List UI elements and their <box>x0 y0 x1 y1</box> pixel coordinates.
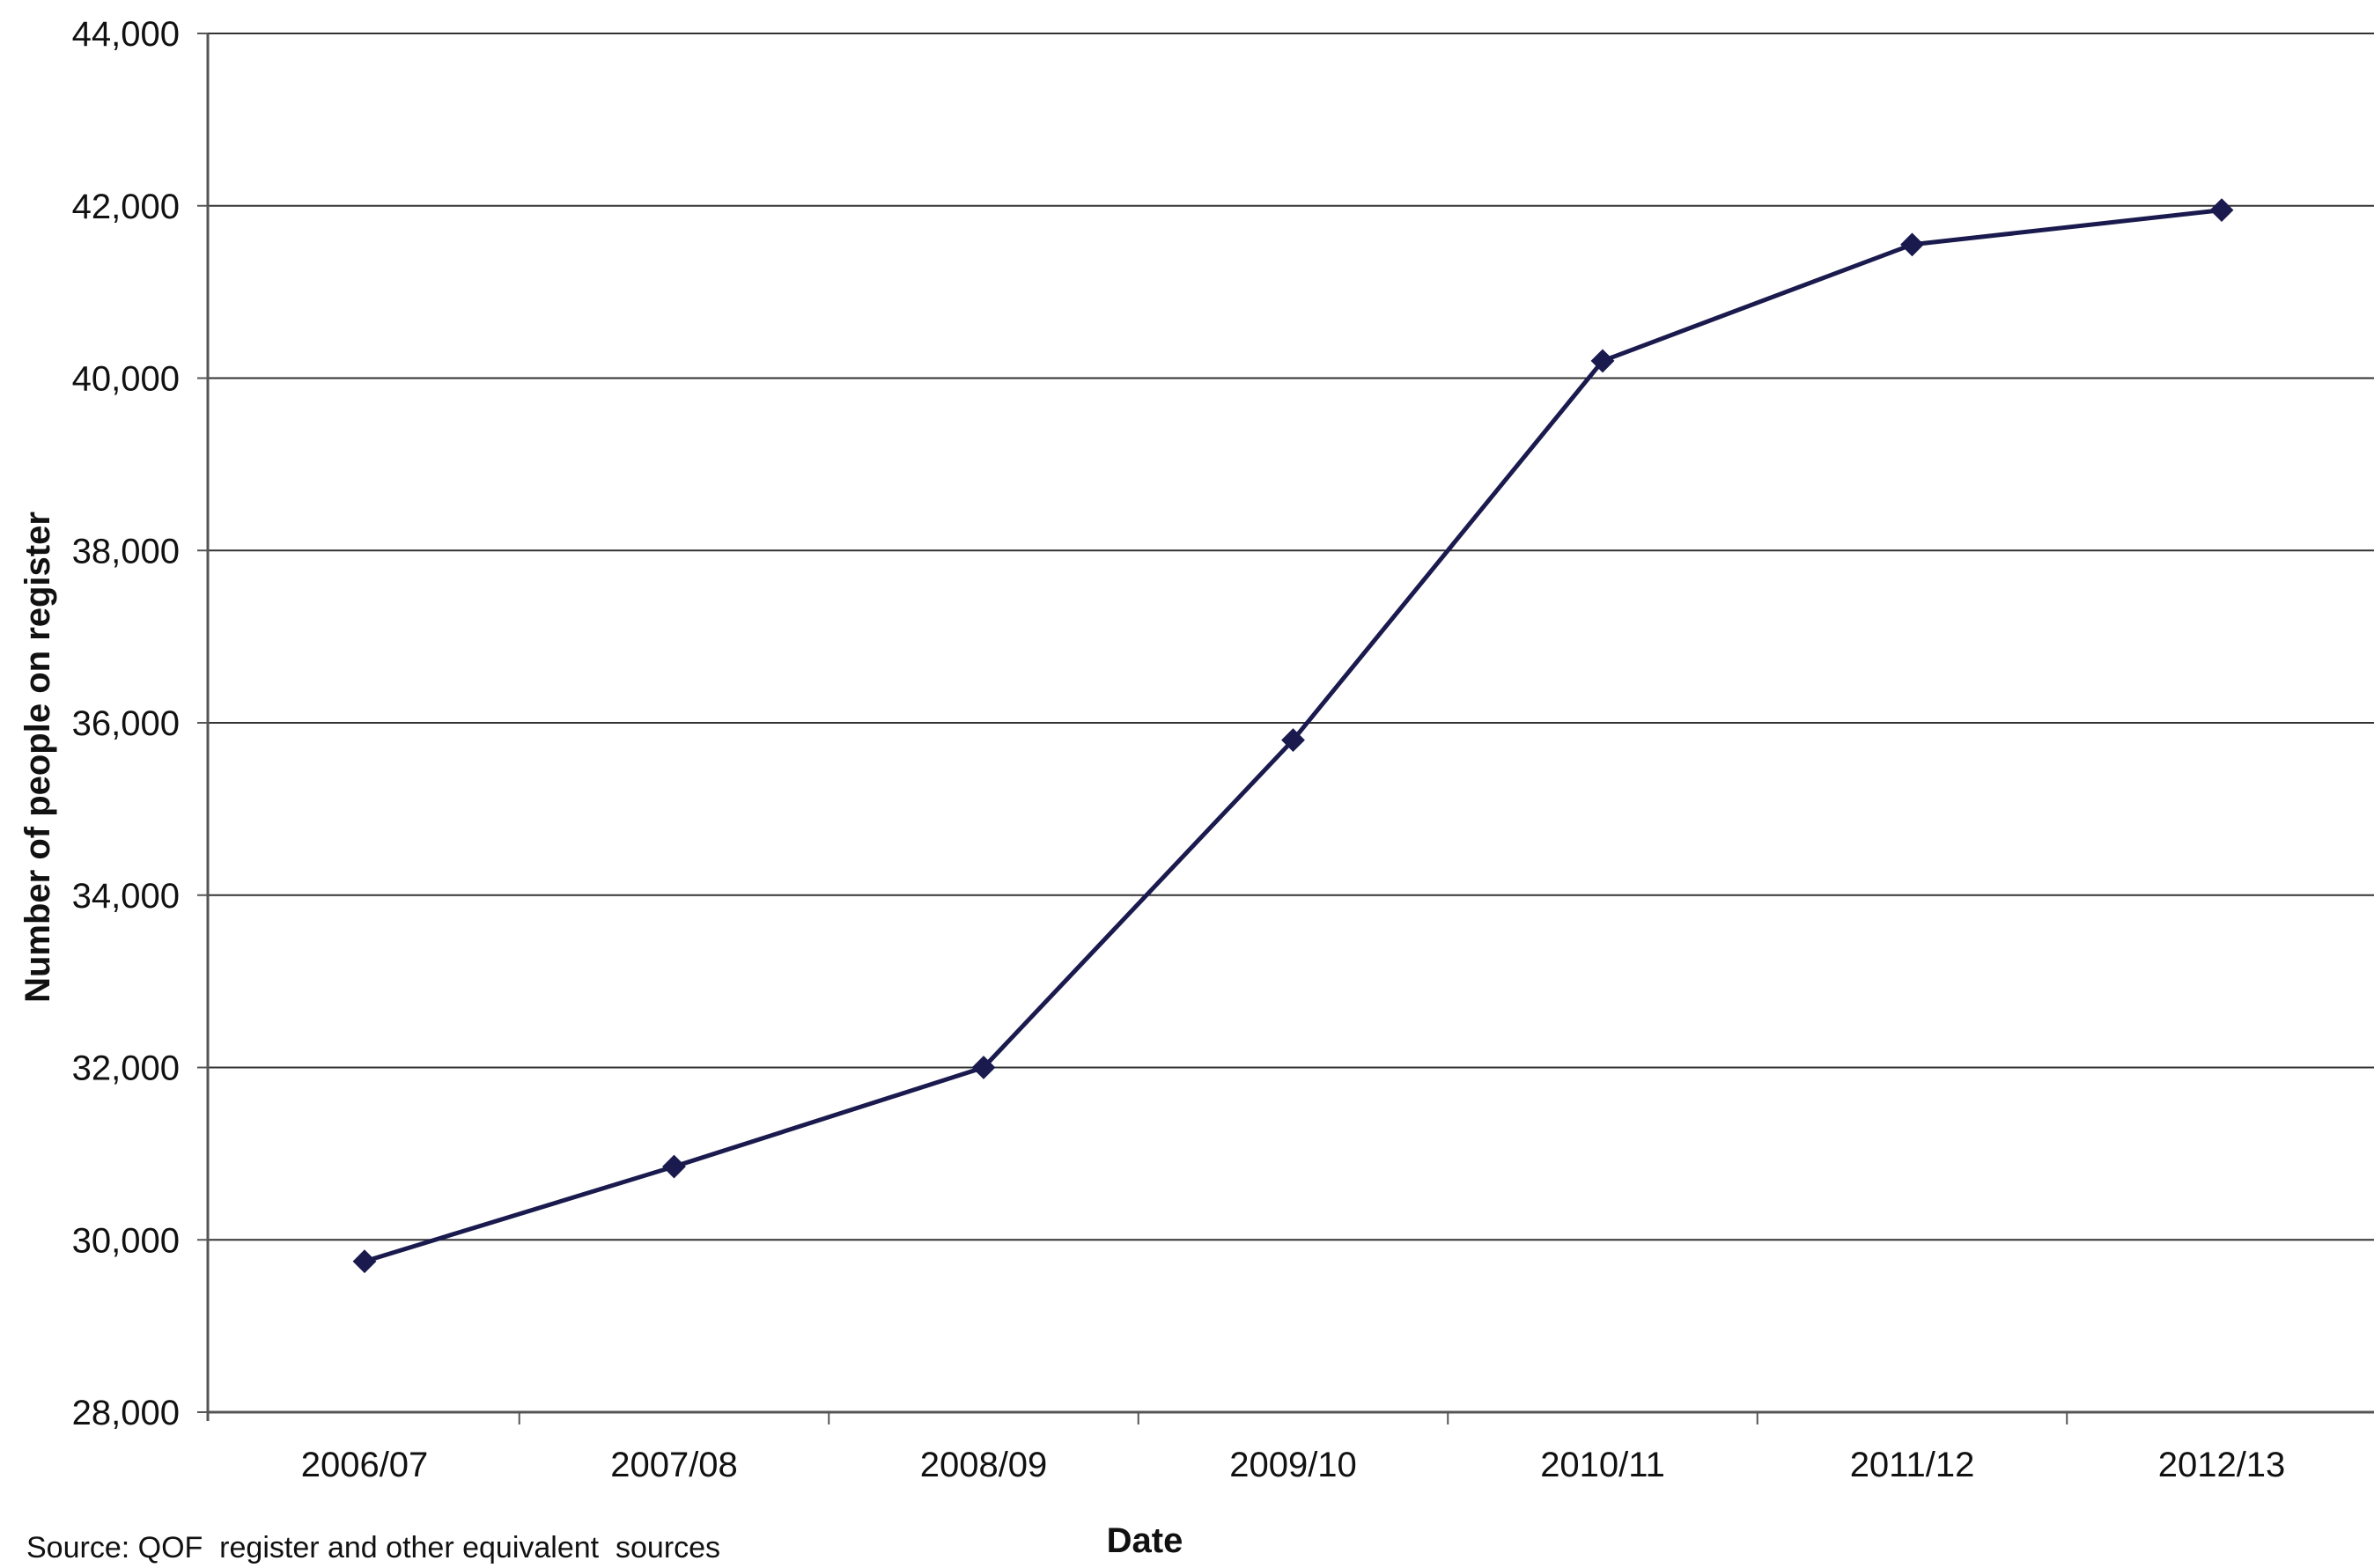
y-tick-label: 38,000 <box>72 532 180 571</box>
y-tick-label: 32,000 <box>72 1049 180 1088</box>
data-point-marker <box>2209 198 2234 223</box>
x-tick-label: 2008/09 <box>920 1446 1048 1484</box>
y-tick-labels: 28,000 30,000 32,000 34,000 36,000 38,000 40,0… <box>72 15 180 1432</box>
y-tick-label: 44,000 <box>72 15 180 54</box>
axes <box>197 33 2374 1424</box>
y-tick-label: 40,000 <box>72 360 180 399</box>
x-tick-label: 2010/11 <box>1540 1446 1665 1484</box>
series-layer <box>352 198 2234 1274</box>
data-point-marker <box>1590 349 1615 373</box>
data-point-marker <box>662 1154 686 1179</box>
x-tick-label: 2012/13 <box>2158 1446 2286 1484</box>
x-tick-labels: 2006/07 2007/08 2008/09 2009/10 2010/11 2011/… <box>301 1446 2286 1484</box>
x-tick-label: 2006/07 <box>301 1446 429 1484</box>
x-tick-label: 2009/10 <box>1229 1446 1357 1484</box>
gridlines <box>208 33 2374 1241</box>
y-tick-label: 42,000 <box>72 188 180 226</box>
y-tick-label: 36,000 <box>72 704 180 743</box>
x-axis-title: Date <box>1107 1521 1183 1560</box>
data-point-marker <box>971 1056 996 1079</box>
y-axis-title: Number of people on register <box>18 512 57 1003</box>
y-tick-label: 28,000 <box>72 1394 180 1432</box>
data-point-marker <box>1281 728 1305 752</box>
data-point-marker <box>352 1249 377 1274</box>
x-tick-label: 2007/08 <box>610 1446 738 1484</box>
data-point-marker <box>1900 232 1924 257</box>
source-note: Source: QOF register and other equivalen… <box>26 1531 720 1564</box>
y-tick-label: 34,000 <box>72 877 180 916</box>
y-tick-label: 30,000 <box>72 1221 180 1260</box>
x-tick-label: 2011/12 <box>1850 1446 1975 1484</box>
